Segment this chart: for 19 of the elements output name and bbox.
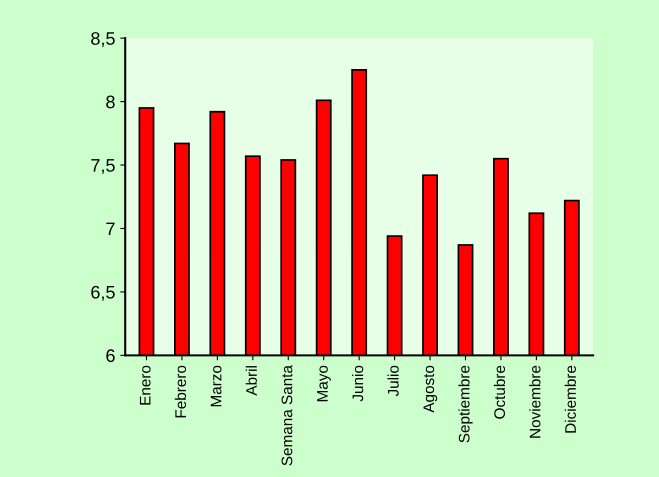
x-tick-label: Noviembre — [529, 366, 540, 438]
x-tick-label: Julio — [387, 366, 399, 396]
x-tick-label: Enero — [140, 366, 151, 405]
y-tick-label: 7,5 — [91, 159, 115, 174]
x-tick-label: Agosto — [423, 366, 438, 413]
y-tick-label: 8,5 — [91, 32, 115, 48]
x-tick-label: Mayo — [317, 366, 331, 402]
y-tick-label: 6 — [106, 349, 115, 362]
y-tick-label: 6,5 — [91, 286, 115, 301]
x-tick-label: Octubre — [494, 366, 506, 419]
x-tick-label: Marzo — [210, 366, 222, 406]
x-tick-label: Junio — [352, 366, 364, 402]
x-tick-label: Semana Santa — [282, 365, 292, 466]
x-tick-label: Diciembre — [564, 366, 576, 433]
x-tick-label: Septiembre — [458, 366, 473, 443]
y-tick-label: 8 — [106, 96, 115, 108]
y-tick-label: 7 — [106, 222, 115, 236]
x-tick-label: Febrero — [174, 366, 186, 418]
x-tick-label: Abril — [246, 366, 257, 396]
